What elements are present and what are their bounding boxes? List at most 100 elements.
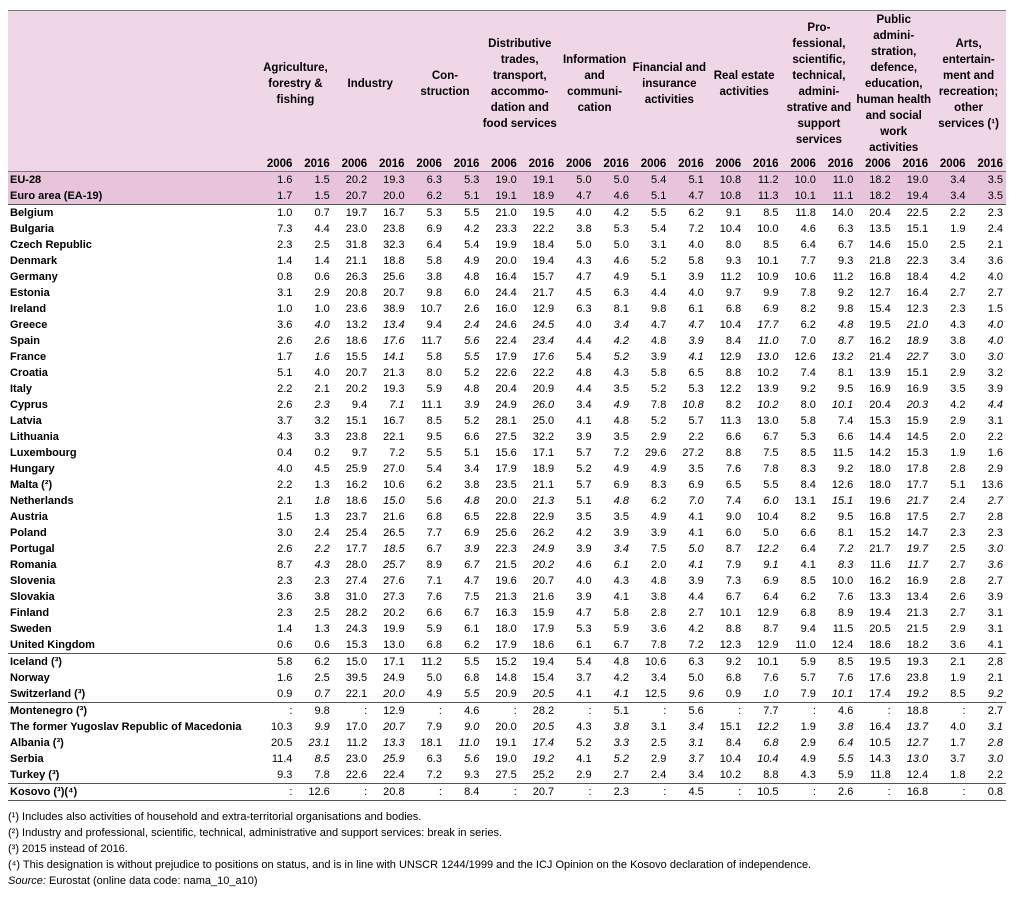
table-cell: 5.8 [651, 367, 667, 379]
table-cell: 4.0 [950, 721, 966, 733]
table-row: Spain 2.6 2.6 18.6 17.6 11.7 5.6 22.4 23.4 4.4 4.2… [8, 333, 1006, 349]
table-cell: 4.0 [576, 575, 592, 587]
table-cell: 6.5 [688, 367, 704, 379]
table-cell: 2.7 [987, 287, 1003, 299]
table-cell: 2.8 [950, 463, 966, 475]
column-header: Real estate activities [706, 10, 782, 157]
row-label: Hungary [10, 463, 55, 475]
table-cell: 3.5 [613, 383, 629, 395]
table-cell: 7.5 [464, 591, 480, 603]
table-cell: 13.4 [383, 319, 405, 331]
table-cell: 26.2 [532, 527, 555, 539]
table-cell: 25.4 [345, 527, 368, 539]
table-cell: 5.5 [763, 479, 779, 491]
table-cell: 9.3 [464, 769, 480, 781]
table-cell: 17.6 [532, 351, 555, 363]
table-cell: 19.4 [869, 607, 891, 619]
table-cell: 24.3 [345, 623, 368, 635]
row-label: Cyprus [10, 399, 48, 411]
table-cell: 6.7 [464, 607, 480, 619]
table-row: EU-28 1.6 1.5 20.2 19.3 6.3 5.3 19.0 19.1 5.0 5.0 5… [8, 171, 1006, 188]
table-cell: 3.3 [314, 431, 330, 443]
table-cell: 3.7 [576, 672, 592, 684]
table-cell: 8.9 [426, 559, 442, 571]
table-cell: 21.3 [495, 591, 517, 603]
table-cell: 6.9 [613, 479, 629, 491]
table-cell: 4.9 [613, 463, 629, 475]
table-cell: 13.2 [345, 319, 368, 331]
table-cell: 5.1 [651, 271, 667, 283]
table-cell: 18.6 [532, 639, 555, 651]
table-cell: : [258, 783, 296, 801]
table-cell: 15.9 [906, 415, 929, 427]
table-cell: 12.3 [719, 639, 742, 651]
table-cell: 7.2 [613, 447, 629, 459]
table-cell: 8.5 [818, 653, 857, 670]
table-row: Bulgaria 7.3 4.4 23.0 23.8 6.9 4.2 23.3 22.2 3.8 5… [8, 221, 1006, 237]
table-cell: 6.2 [800, 591, 816, 603]
table-row: Euro area (EA-19) 1.7 1.5 20.7 20.0 6.2 5.1 19.… [8, 188, 1006, 205]
table-cell: 4.6 [800, 223, 816, 235]
table-cell: 6.8 [800, 607, 816, 619]
table-cell: 5.1 [277, 367, 293, 379]
table-cell: 16.4 [906, 287, 929, 299]
footnote: (³) 2015 instead of 2016. [8, 843, 128, 855]
table-cell: 17.8 [906, 463, 929, 475]
table-cell: 3.9 [576, 543, 592, 555]
table-cell: 11.8 [781, 204, 819, 221]
table-cell: 3.1 [651, 239, 667, 251]
table-cell: 10.0 [757, 223, 779, 235]
table-cell: : [631, 783, 670, 801]
table-cell: 9.2 [838, 463, 854, 475]
table-cell: 20.5 [532, 688, 555, 700]
table-cell: 4.1 [688, 559, 704, 571]
table-cell: 16.9 [906, 575, 929, 587]
table-cell: 3.4 [464, 463, 480, 475]
table-cell: 8.7 [838, 335, 854, 347]
table-cell: 19.2 [906, 688, 929, 700]
table-row: Turkey (³) 9.3 7.8 22.6 22.4 7.2 9.3 27.5 25.2 2.… [8, 767, 1006, 784]
table-cell: 2.5 [314, 239, 330, 251]
table-cell: 4.4 [688, 591, 704, 603]
table-cell: 4.4 [576, 383, 592, 395]
table-cell: 10.1 [719, 607, 742, 619]
table-cell: 1.5 [295, 188, 333, 205]
table-cell: 8.7 [725, 543, 742, 555]
table-cell: 12.2 [719, 383, 742, 395]
table-cell: 26.5 [383, 527, 405, 539]
table-cell: 24.9 [495, 399, 517, 411]
row-label: Kosovo (³)(⁴) [8, 783, 259, 801]
table-cell: 17.9 [495, 639, 517, 651]
table-cell: 12.9 [370, 702, 408, 719]
table-cell: 4.8 [613, 495, 629, 507]
table-cell: 2.6 [464, 303, 480, 315]
table-cell: 6.4 [763, 591, 779, 603]
table-cell: 15.6 [495, 447, 517, 459]
table-cell: 12.2 [757, 721, 779, 733]
table-row: Ireland 1.0 1.0 23.6 38.9 10.7 2.6 16.0 12.9 6.3 8… [8, 301, 1006, 317]
column-header: Con- struction [407, 10, 483, 157]
table-cell: 4.5 [576, 287, 592, 299]
table-cell: 1.5 [277, 511, 293, 523]
table-cell: 5.7 [576, 447, 592, 459]
table-cell: 4.1 [613, 591, 629, 603]
table-cell: 3.4 [688, 769, 704, 781]
table-cell: 5.0 [426, 672, 442, 684]
table-row: Romania 8.7 4.3 28.0 25.7 8.9 6.7 21.5 20.2 4.6 6.… [8, 557, 1006, 573]
table-cell: 5.2 [576, 737, 592, 749]
table-cell: 4.6 [444, 702, 483, 719]
table-cell: 18.2 [906, 639, 929, 651]
table-cell: 7.2 [688, 639, 704, 651]
table-cell: 20.7 [532, 575, 555, 587]
table-cell: 1.6 [987, 447, 1003, 459]
table-cell: 3.7 [950, 753, 966, 765]
column-header: Information and communi- cation [557, 10, 632, 157]
table-cell: 3.2 [987, 367, 1003, 379]
table-cell: 15.4 [869, 303, 891, 315]
table-cell: 5.0 [613, 239, 629, 251]
table-cell: 9.2 [706, 653, 745, 670]
column-header: Pro- fessional, scientific, technical, a… [781, 10, 857, 157]
table-cell: 10.8 [706, 188, 745, 205]
table-cell: 2.9 [950, 623, 966, 635]
table-cell: 4.8 [464, 495, 480, 507]
